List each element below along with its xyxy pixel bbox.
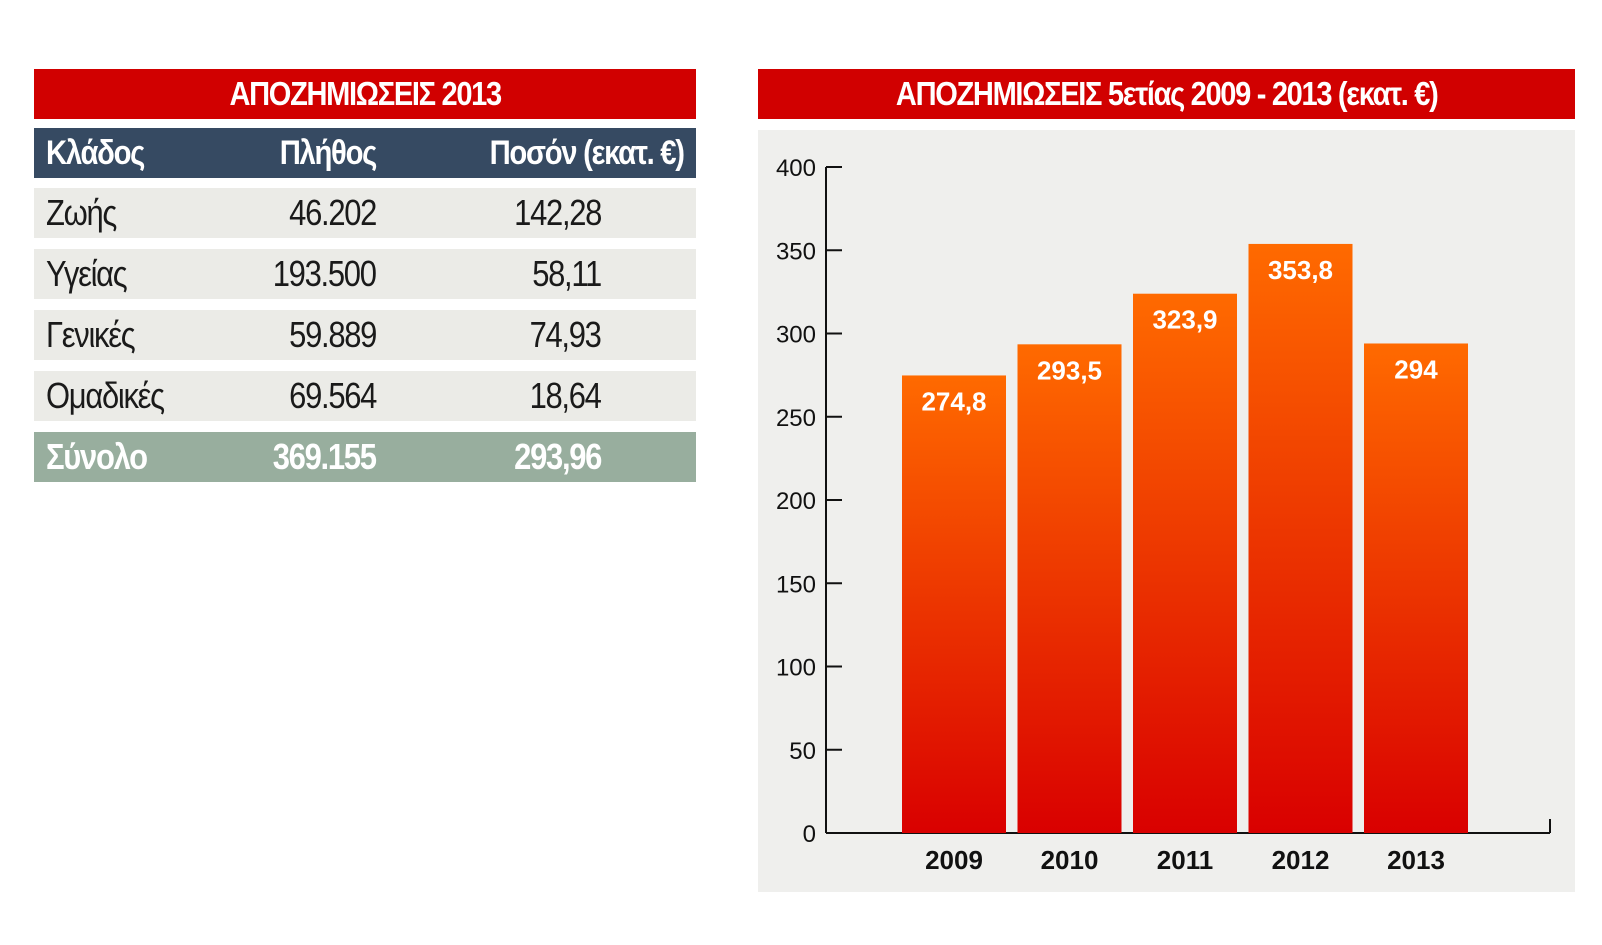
table-title: ΑΠΟΖΗΜΙΩΣΕΙΣ 2013 [229, 75, 502, 112]
header-count: Πλήθος [279, 133, 378, 172]
chart-title-banner: ΑΠΟΖΗΜΙΩΣΕΙΣ 5ετίας 2009 - 2013 (εκατ. €… [758, 69, 1575, 119]
header-branch: Κλάδος [46, 133, 145, 172]
y-tick-label: 150 [776, 571, 816, 598]
cell-amount: 142,28 [514, 192, 602, 233]
total-label: Σύνολο [46, 436, 148, 477]
bar [1248, 243, 1353, 834]
cell-count: 59.889 [289, 314, 377, 355]
table-total-row: Σύνολο 369.155 293,96 [34, 432, 696, 482]
cell-amount: 18,64 [529, 375, 602, 416]
bar-value-label: 353,8 [1268, 255, 1333, 285]
cell-branch: Ζωής [46, 192, 117, 233]
cell-branch: Ομαδικές [46, 375, 165, 416]
chart-title: ΑΠΟΖΗΜΙΩΣΕΙΣ 5ετίας 2009 - 2013 (εκατ. €… [895, 75, 1439, 112]
bar-value-label: 274,8 [921, 386, 986, 416]
table-row: Υγείας 193.500 58,11 [34, 249, 696, 299]
bar [1017, 344, 1122, 833]
bar-chart: 0 50 100 150 200 250 300 350 400 274,8 2009 293,5 2… [776, 155, 1551, 875]
x-tick-label: 2012 [1272, 845, 1330, 875]
y-tick-label: 250 [776, 405, 816, 432]
header-amount: Ποσόν (εκατ. €) [489, 133, 685, 172]
claims-table: Κλάδος Πλήθος Ποσόν (εκατ. €) Ζωής 46.20… [34, 128, 696, 493]
x-tick-label: 2009 [925, 845, 983, 875]
bar-value-label: 323,9 [1152, 305, 1217, 335]
bar-value-label: 294 [1394, 354, 1438, 384]
y-tick-label: 50 [789, 738, 816, 765]
y-tick-label: 0 [803, 821, 816, 848]
table-header-row: Κλάδος Πλήθος Ποσόν (εκατ. €) [34, 128, 696, 178]
table-row: Ομαδικές 69.564 18,64 [34, 371, 696, 421]
total-count: 369.155 [273, 436, 377, 477]
x-tick-label: 2011 [1157, 845, 1213, 875]
cell-count: 69.564 [289, 375, 377, 416]
x-tick-label: 2010 [1041, 845, 1099, 875]
table-title-banner: ΑΠΟΖΗΜΙΩΣΕΙΣ 2013 [34, 69, 696, 119]
y-tick-label: 400 [776, 155, 816, 182]
cell-amount: 74,93 [529, 314, 602, 355]
table-row: Ζωής 46.202 142,28 [34, 188, 696, 238]
y-tick-label: 200 [776, 488, 816, 515]
y-tick-label: 300 [776, 322, 816, 349]
bar-value-label: 293,5 [1037, 355, 1102, 385]
cell-amount: 58,11 [532, 253, 602, 294]
cell-count: 193.500 [273, 253, 377, 294]
bar [1364, 343, 1468, 833]
x-tick-label: 2013 [1387, 845, 1445, 875]
cell-branch: Υγείας [46, 253, 128, 294]
bar [902, 375, 1006, 833]
total-amount: 293,96 [514, 436, 602, 477]
y-tick-label: 100 [776, 655, 816, 682]
cell-count: 46.202 [289, 192, 377, 233]
table-row: Γενικές 59.889 74,93 [34, 310, 696, 360]
cell-branch: Γενικές [46, 314, 136, 355]
y-tick-label: 350 [776, 238, 816, 265]
bar [1133, 293, 1237, 833]
